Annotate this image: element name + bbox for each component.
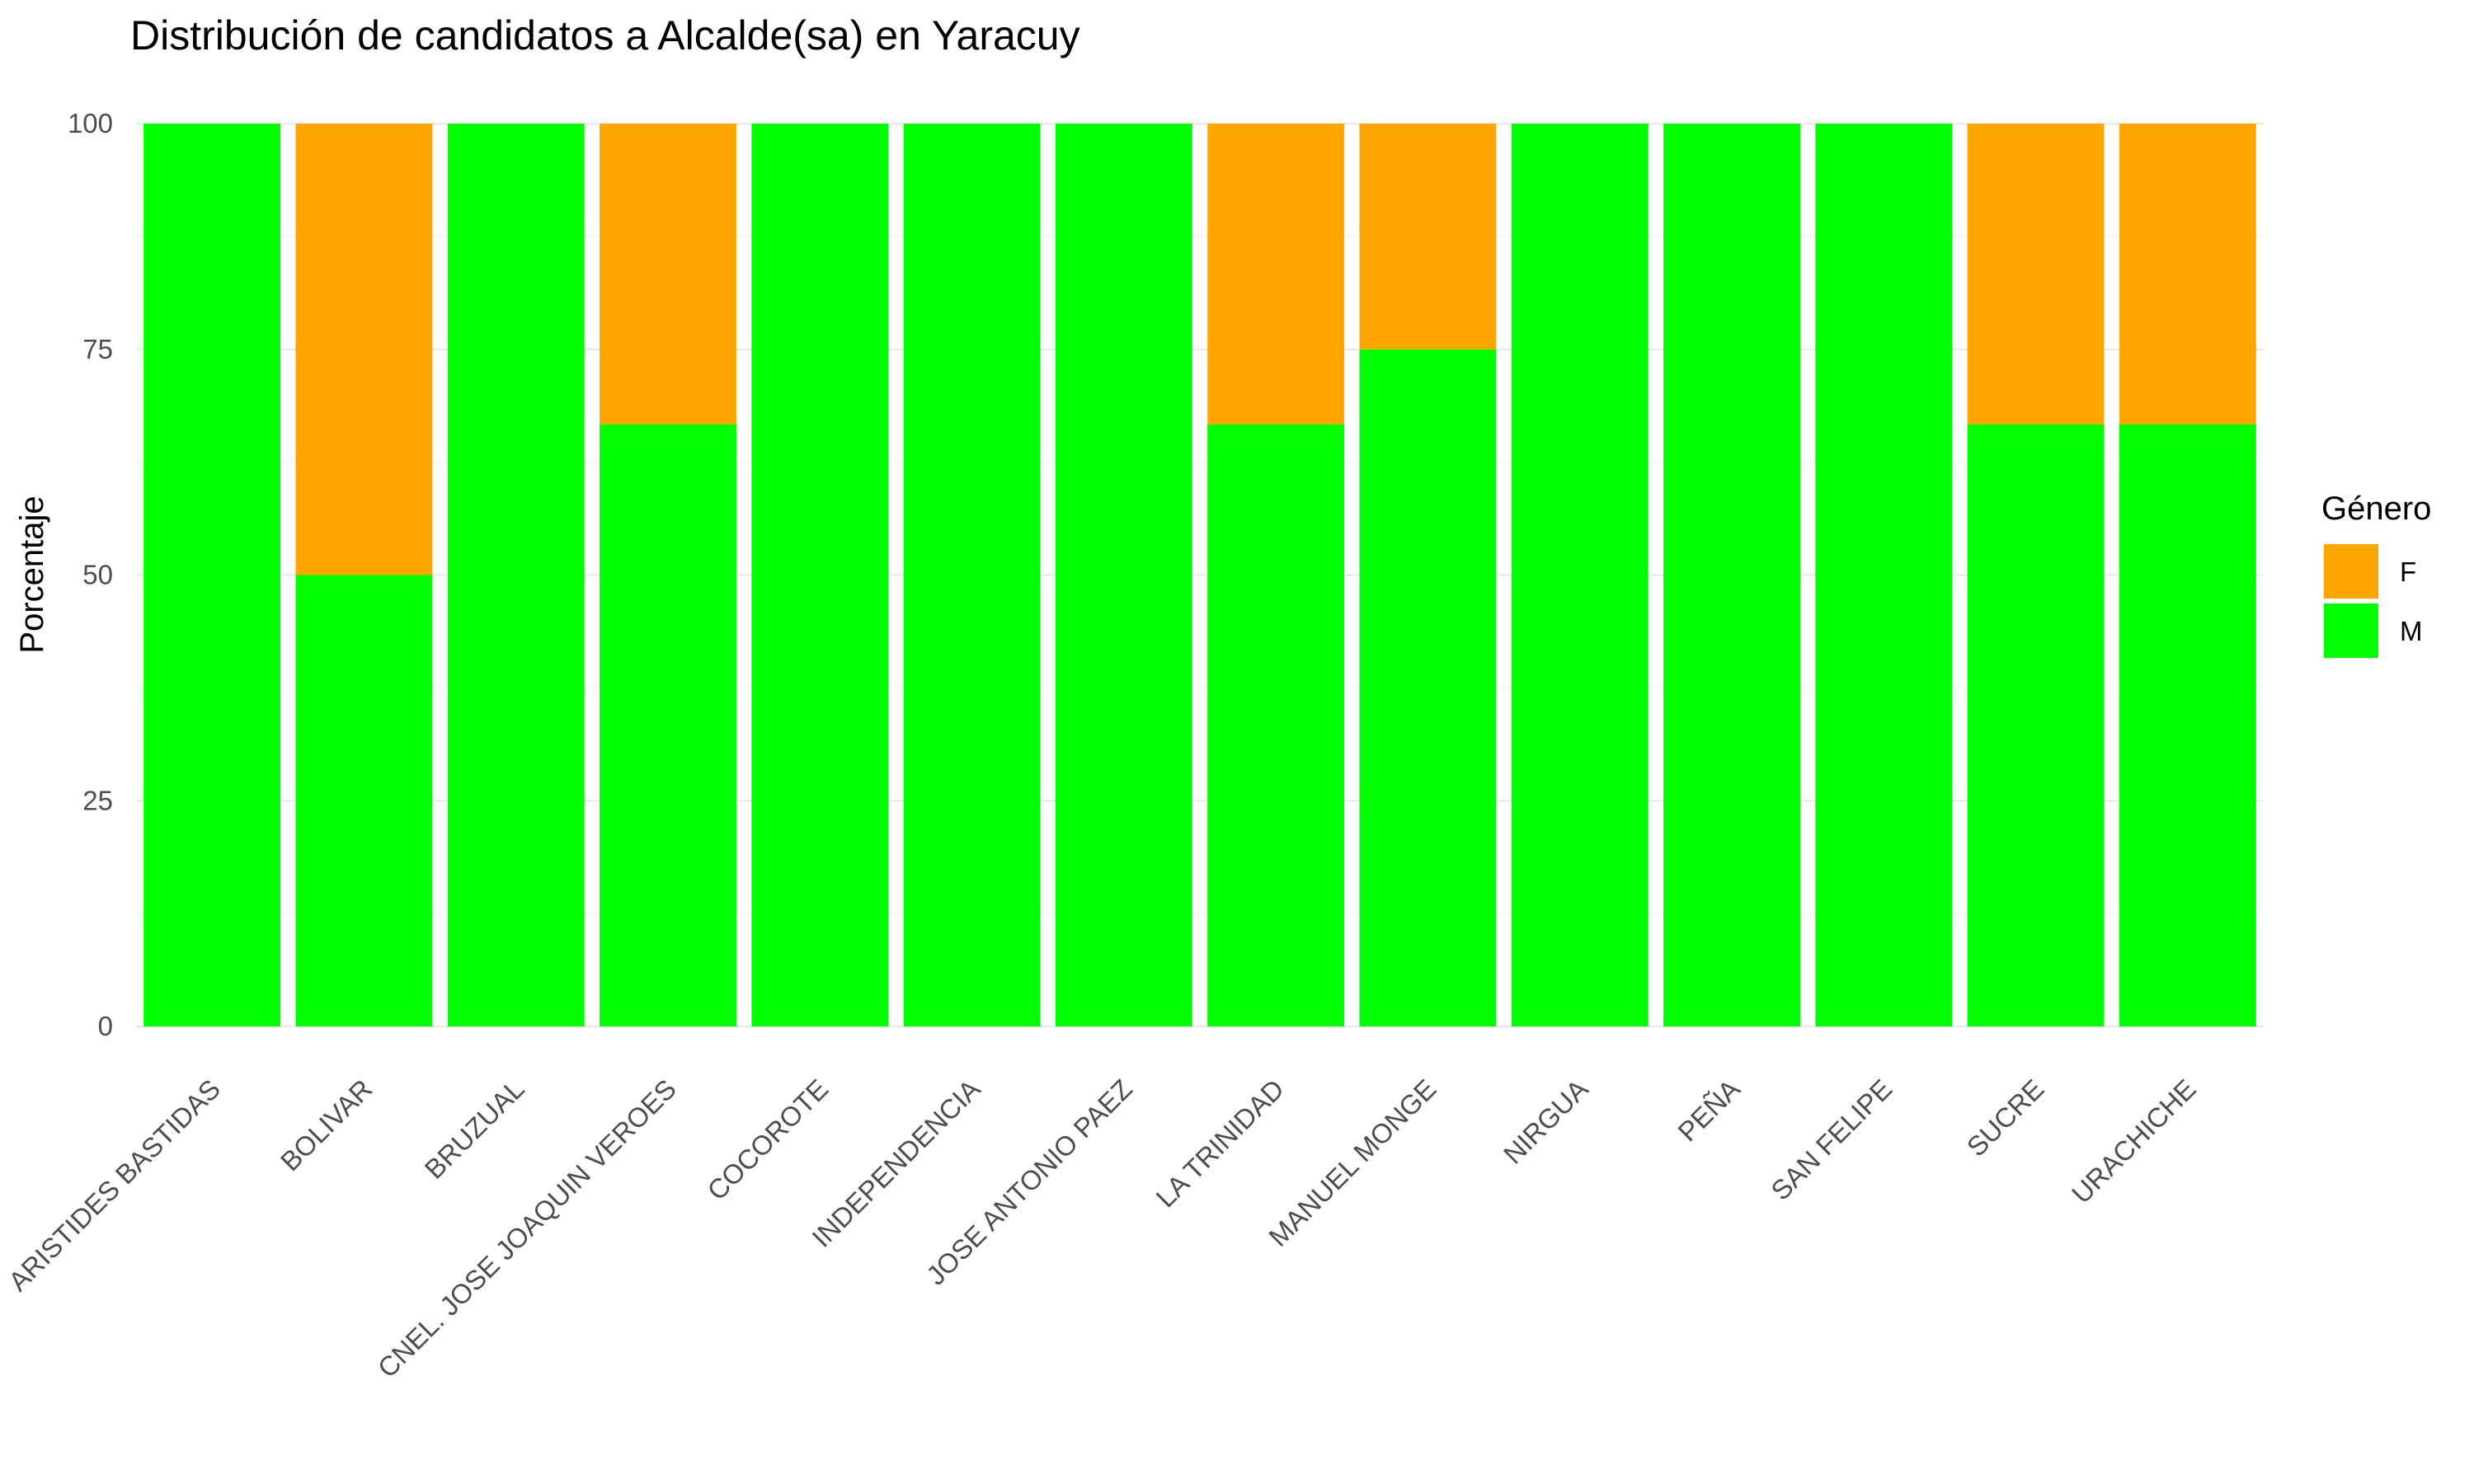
y-tick-label: 0: [98, 1011, 113, 1041]
x-tick-label: COCOROTE: [701, 1073, 834, 1206]
y-tick-label: 100: [68, 108, 113, 139]
x-tick-label: URACHICHE: [2066, 1073, 2202, 1209]
bar-segment-m: [1663, 124, 1800, 1026]
y-tick-label: 75: [82, 334, 113, 364]
bar-segment-m: [1815, 124, 1953, 1026]
bar-segment-f: [1967, 124, 2105, 425]
x-tick-label: SAN FELIPE: [1765, 1073, 1898, 1206]
x-tick-label: SUCRE: [1961, 1073, 2050, 1162]
bar-segment-m: [1359, 349, 1497, 1026]
x-tick-label: LA TRINIDAD: [1150, 1073, 1290, 1214]
y-axis: 0 25 50 75 100: [68, 108, 113, 1041]
x-tick-label: NIRGUA: [1498, 1073, 1594, 1170]
bars: [143, 124, 2256, 1026]
x-tick-label: BOLIVAR: [275, 1073, 379, 1177]
legend-key-m: [2324, 603, 2378, 658]
chart-title: Distribución de candidatos a Alcalde(sa)…: [130, 12, 1080, 59]
bar-segment-m: [1967, 424, 2105, 1026]
bar-segment-m: [1207, 424, 1345, 1026]
x-tick-label: CNEL. JOSE JOAQUIN VEROES: [372, 1073, 682, 1383]
bar-segment-m: [1511, 124, 1649, 1026]
x-tick-label: MANUEL MONGE: [1263, 1073, 1442, 1252]
legend: Género FM: [2321, 491, 2431, 658]
bar-segment-m: [295, 575, 433, 1026]
legend-title: Género: [2321, 491, 2431, 527]
y-tick-label: 50: [82, 560, 113, 590]
bar-segment-f: [600, 124, 736, 425]
legend-label: F: [2400, 556, 2416, 587]
legend-key-f: [2324, 544, 2378, 599]
bar-segment-m: [903, 124, 1041, 1026]
x-tick-label: INDEPENDENCIA: [806, 1073, 985, 1253]
bar-segment-f: [1359, 124, 1497, 350]
bar-segment-f: [295, 124, 433, 575]
bar-segment-m: [751, 124, 889, 1026]
x-tick-label: BRUZUAL: [419, 1073, 530, 1185]
bar-segment-m: [2119, 424, 2256, 1026]
y-axis-title: Porcentaje: [14, 495, 50, 653]
bar-segment-f: [1207, 124, 1345, 425]
x-tick-label: PEÑA: [1672, 1073, 1746, 1148]
bar-segment-m: [143, 124, 281, 1026]
y-tick-label: 25: [82, 785, 113, 815]
x-tick-label: ARISTIDES BASTIDAS: [2, 1073, 226, 1297]
bar-segment-f: [2119, 124, 2256, 425]
bar-segment-m: [447, 124, 585, 1026]
bar-segment-m: [1055, 124, 1192, 1026]
legend-label: M: [2400, 616, 2423, 646]
bar-segment-m: [600, 424, 736, 1026]
